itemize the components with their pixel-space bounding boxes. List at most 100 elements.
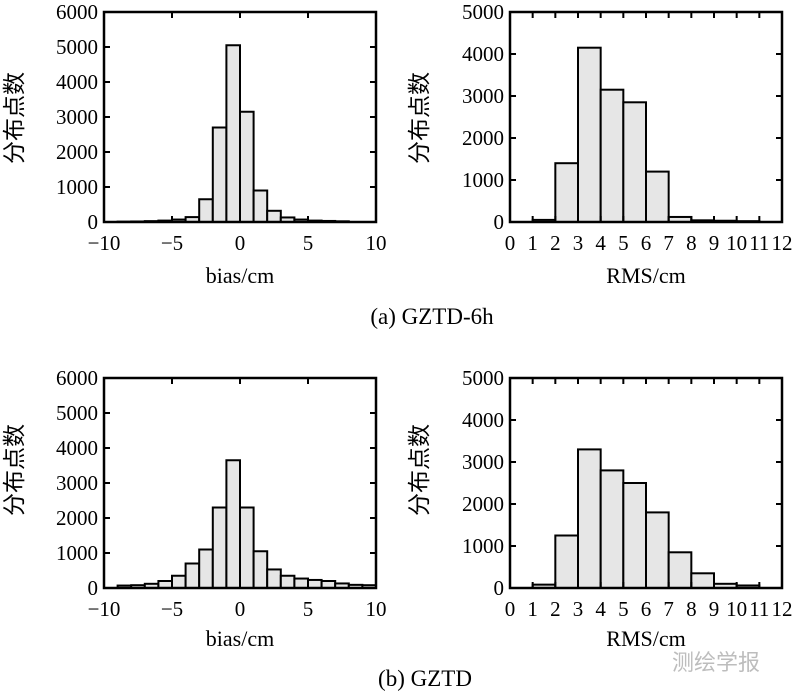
chart-1-xtick-label-9: 9 [709, 231, 720, 255]
chart-1-xtick-label-5: 5 [618, 231, 629, 255]
chart-3-ylabel: 分布点数 [407, 424, 432, 516]
chart-3-xlabel: RMS/cm [606, 626, 685, 651]
chart-0-ytick-label-2: 2000 [56, 140, 98, 164]
chart-1-xtick-label-0: 0 [505, 231, 516, 255]
chart-3-xtick-label-3: 3 [573, 597, 584, 621]
chart-0-xtick-label-4: 10 [366, 231, 387, 255]
chart-0-xtick-label-3: 5 [303, 231, 314, 255]
chart-3-xtick-label-7: 7 [663, 597, 674, 621]
chart-2-xtick-label-4: 10 [366, 597, 387, 621]
chart-1-xtick-label-4: 4 [595, 231, 606, 255]
watermark: 测绘学报 [672, 651, 760, 676]
chart-1-ytick-label-0: 0 [494, 210, 505, 234]
chart-2-bar-12 [266, 568, 282, 590]
chart-2-xtick-label-1: −5 [161, 597, 183, 621]
chart-3-xtick-label-5: 5 [618, 597, 629, 621]
chart-1-bar-6 [645, 170, 670, 224]
chart-3-xtick-label-1: 1 [527, 597, 538, 621]
chart-2-ytick-label-0: 0 [88, 576, 99, 600]
chart-a-bias: −10 −5 0 5 10 0 1000 2000 3000 4000 5000 6000 bias/c… [2, 0, 387, 288]
chart-1-xtick-label-6: 6 [641, 231, 652, 255]
chart-3-ytick-label-0: 0 [494, 576, 505, 600]
chart-1-bar-4 [599, 88, 625, 223]
chart-2-bar-7 [198, 548, 214, 589]
chart-2-bar-11 [252, 550, 269, 589]
chart-3-bar-8 [690, 572, 715, 589]
chart-a-rms: 0 1 2 3 4 5 6 7 8 9 10 11 12010002000300040005000RMS… [407, 0, 793, 288]
chart-0-ytick-label-0: 0 [88, 210, 99, 234]
chart-0-bar-8 [211, 126, 228, 223]
chart-0-xtick-label-0: −10 [88, 231, 121, 255]
chart-1-xtick-label-11: 11 [749, 231, 769, 255]
chart-2-ytick-label-4: 4000 [56, 436, 98, 460]
chart-1-bar-3 [577, 46, 602, 224]
chart-1-bar-2 [554, 162, 579, 223]
chart-1-ytick-label-2: 2000 [462, 126, 504, 150]
chart-2-bar-9 [225, 459, 241, 589]
chart-0-ytick-label-3: 3000 [56, 105, 98, 129]
chart-1-xtick-label-7: 7 [663, 231, 674, 255]
chart-b-bias: −10 −5 0 5 10 0 1000 2000 3000 4000 5000 6000 bias/c… [2, 366, 387, 651]
chart-1-xlabel: RMS/cm [606, 263, 685, 288]
chart-2-bar-5 [171, 574, 187, 589]
chart-0-xtick-label-2: 0 [235, 231, 246, 255]
chart-3-xtick-label-0: 0 [505, 597, 516, 621]
chart-0-ylabel: 分布点数 [2, 72, 27, 164]
chart-3-ytick-label-4: 4000 [462, 408, 504, 432]
chart-2-bar-6 [184, 562, 201, 589]
chart-1-xtick-label-1: 1 [527, 231, 538, 255]
chart-3-xtick-label-2: 2 [550, 597, 561, 621]
chart-0-ytick-label-1: 1000 [56, 175, 98, 199]
chart-2-ytick-label-5: 5000 [56, 401, 98, 425]
chart-2-ytick-label-3: 3000 [56, 471, 98, 495]
chart-3-xtick-label-8: 8 [686, 597, 697, 621]
chart-1-xtick-label-8: 8 [686, 231, 697, 255]
chart-3-bar-5 [622, 482, 647, 589]
chart-3-ytick-label-5: 5000 [462, 366, 504, 390]
chart-0-bar-7 [198, 198, 214, 223]
chart-2-xtick-label-3: 5 [303, 597, 314, 621]
chart-2-xtick-label-0: −10 [88, 597, 121, 621]
chart-1-bar-5 [622, 101, 647, 223]
chart-3-xtick-label-9: 9 [709, 597, 720, 621]
chart-0-bar-10 [239, 110, 255, 223]
chart-1-xtick-label-10: 10 [726, 231, 747, 255]
chart-1-xtick-label-2: 2 [550, 231, 561, 255]
chart-1-xtick-label-3: 3 [573, 231, 584, 255]
chart-3-bar-7 [667, 551, 693, 589]
chart-2-ytick-label-6: 6000 [56, 366, 98, 390]
chart-1-ytick-label-4: 4000 [462, 42, 504, 66]
chart-0-ytick-label-6: 6000 [56, 0, 98, 24]
chart-3-xtick-label-12: 12 [772, 597, 793, 621]
chart-0-bar-11 [252, 189, 269, 223]
chart-3-bar-2 [554, 534, 579, 589]
chart-2-xtick-label-2: 0 [235, 597, 246, 621]
chart-1-ytick-label-1: 1000 [462, 168, 504, 192]
chart-3-xtick-label-10: 10 [726, 597, 747, 621]
caption-a: (a) GZTD-6h [370, 304, 494, 329]
chart-3-xtick-label-4: 4 [595, 597, 606, 621]
caption-b: (b) GZTD [378, 666, 472, 691]
chart-2-ylabel: 分布点数 [2, 424, 27, 516]
chart-0-ytick-label-5: 5000 [56, 35, 98, 59]
chart-0-bar-12 [266, 209, 282, 224]
chart-2-bar-10 [239, 506, 255, 589]
chart-3-ytick-label-2: 2000 [462, 492, 504, 516]
chart-0-bar-9 [225, 44, 241, 223]
chart-3-bar-4 [599, 469, 625, 589]
chart-1-xtick-label-12: 12 [772, 231, 793, 255]
chart-2-ytick-label-1: 1000 [56, 541, 98, 565]
chart-0-xtick-label-1: −5 [161, 231, 183, 255]
chart-2-ytick-label-2: 2000 [56, 506, 98, 530]
chart-0-xlabel: bias/cm [206, 263, 274, 288]
chart-1-ytick-label-5: 5000 [462, 0, 504, 24]
chart-1-ytick-label-3: 3000 [462, 84, 504, 108]
chart-3-bar-6 [645, 511, 670, 590]
chart-b-rms: 0 1 2 3 4 5 6 7 8 9 10 11 12010002000300040005000RMS… [407, 366, 793, 651]
chart-3-bar-3 [577, 448, 602, 589]
chart-3-xtick-label-11: 11 [749, 597, 769, 621]
chart-3-xtick-label-6: 6 [641, 597, 652, 621]
chart-3-ytick-label-1: 1000 [462, 534, 504, 558]
chart-2-bar-13 [279, 574, 296, 589]
